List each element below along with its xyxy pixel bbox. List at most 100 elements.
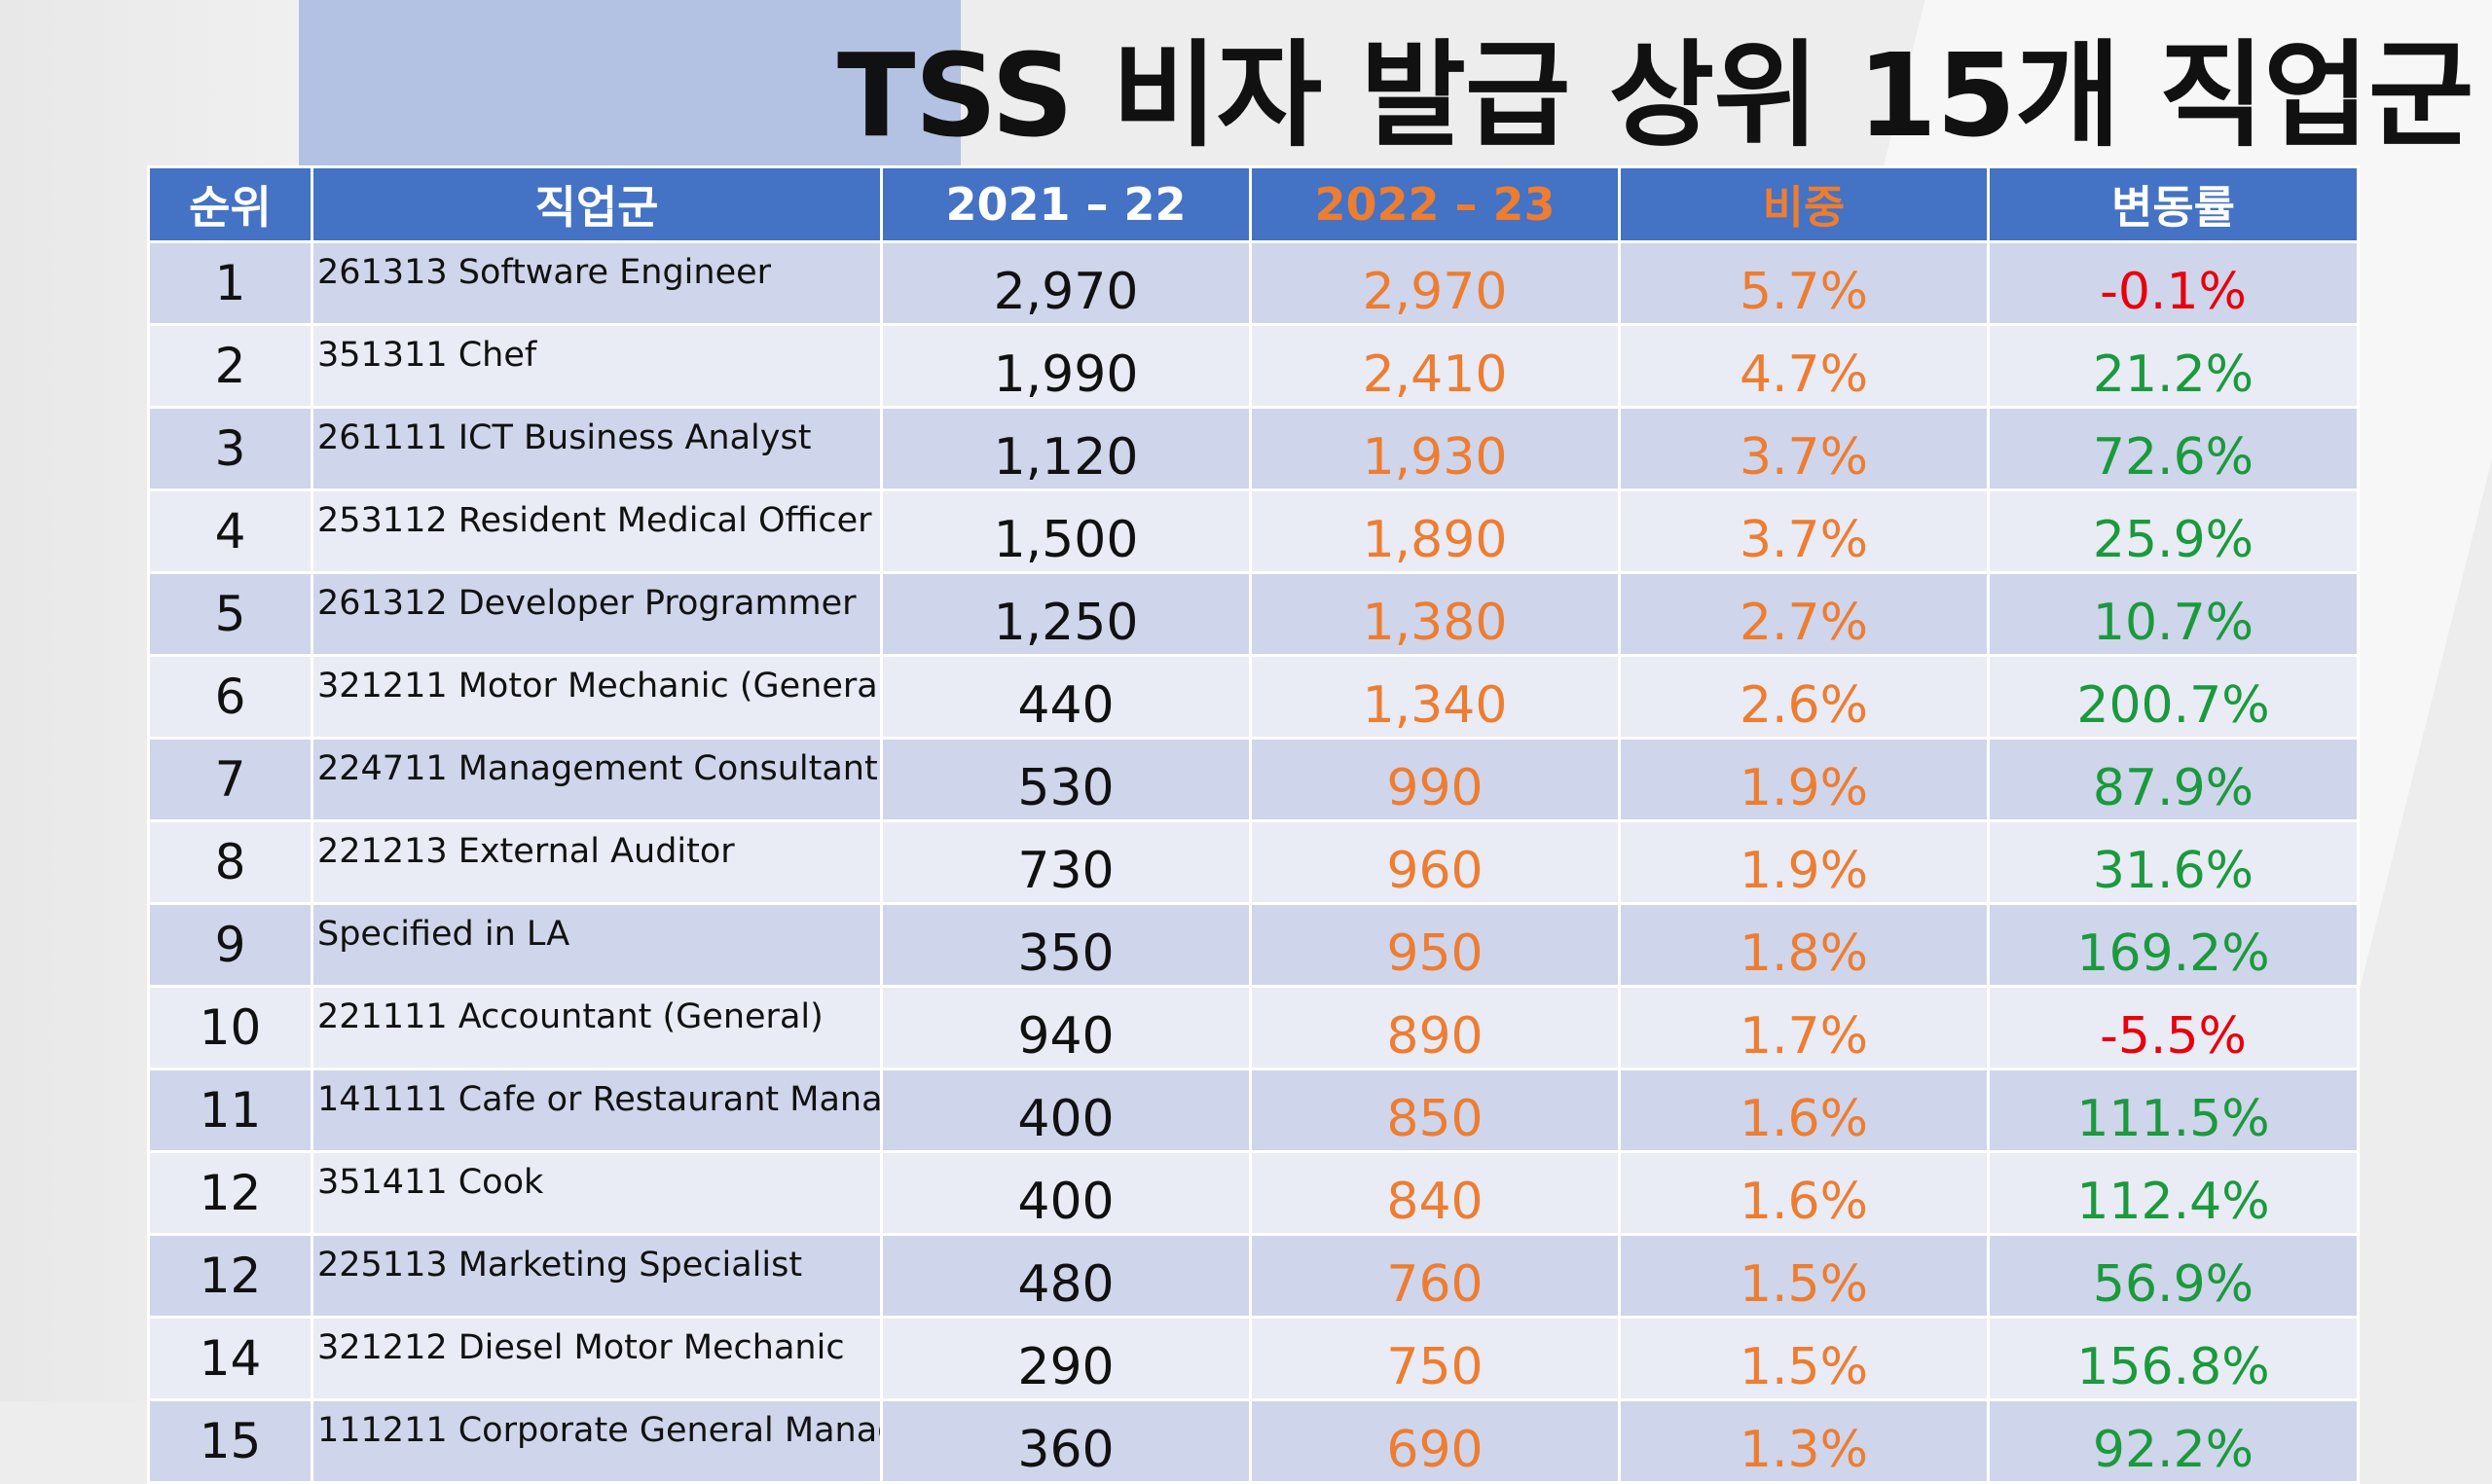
- rank-cell: 4: [147, 489, 313, 574]
- share-cell: 1.9%: [1618, 819, 1990, 905]
- table-row: 9 Specified in LA 350 950 1.8% 169.2%: [147, 902, 2360, 988]
- value-2022-23-cell: 1,930: [1249, 406, 1621, 491]
- header-occupation: 직업군: [311, 165, 883, 243]
- occupation-cell: 111211 Corporate General Manager: [311, 1398, 883, 1484]
- share-cell: 3.7%: [1618, 489, 1990, 574]
- table-row: 3 261111 ICT Business Analyst 1,120 1,930 3.…: [147, 406, 2360, 491]
- value-2021-22-cell: 400: [880, 1150, 1252, 1236]
- table-body: 1 261313 Software Engineer 2,970 2,970 5.7% -…: [147, 240, 2360, 1484]
- table-row: 2 351311 Chef 1,990 2,410 4.7% 21.2%: [147, 323, 2360, 409]
- share-cell: 1.9%: [1618, 737, 1990, 822]
- table-row: 1 261313 Software Engineer 2,970 2,970 5.7% -…: [147, 240, 2360, 326]
- occupation-cell: 141111 Cafe or Restaurant Manager: [311, 1068, 883, 1153]
- value-2021-22-cell: 350: [880, 902, 1252, 988]
- rank-cell: 8: [147, 819, 313, 905]
- change-rate-cell: 112.4%: [1987, 1150, 2360, 1236]
- change-rate-cell: -5.5%: [1987, 985, 2360, 1070]
- table-header-row: 순위 직업군 2021 – 22 2022 – 23 비중 변동률: [147, 165, 2360, 243]
- rank-cell: 7: [147, 737, 313, 822]
- share-cell: 1.5%: [1618, 1233, 1990, 1319]
- occupation-cell: 321212 Diesel Motor Mechanic: [311, 1316, 883, 1401]
- table-row: 7 224711 Management Consultant 530 990 1.9% 8…: [147, 737, 2360, 822]
- value-2022-23-cell: 1,380: [1249, 571, 1621, 657]
- value-2021-22-cell: 440: [880, 654, 1252, 740]
- value-2021-22-cell: 290: [880, 1316, 1252, 1401]
- table-row: 15 111211 Corporate General Manager 360 690…: [147, 1398, 2360, 1484]
- value-2022-23-cell: 2,970: [1249, 240, 1621, 326]
- table-row: 4 253112 Resident Medical Officer 1,500 1,8…: [147, 489, 2360, 574]
- change-rate-cell: 111.5%: [1987, 1068, 2360, 1153]
- value-2021-22-cell: 1,990: [880, 323, 1252, 409]
- share-cell: 3.7%: [1618, 406, 1990, 491]
- rank-cell: 1: [147, 240, 313, 326]
- change-rate-cell: 92.2%: [1987, 1398, 2360, 1484]
- share-cell: 2.6%: [1618, 654, 1990, 740]
- accent-block-top: [299, 0, 961, 167]
- rank-cell: 2: [147, 323, 313, 409]
- occupation-cell: 351311 Chef: [311, 323, 883, 409]
- occupation-cell: 351411 Cook: [311, 1150, 883, 1236]
- header-2022-23: 2022 – 23: [1249, 165, 1621, 243]
- change-rate-cell: 56.9%: [1987, 1233, 2360, 1319]
- occupation-cell: 221111 Accountant (General): [311, 985, 883, 1070]
- value-2022-23-cell: 950: [1249, 902, 1621, 988]
- share-cell: 1.8%: [1618, 902, 1990, 988]
- change-rate-cell: 156.8%: [1987, 1316, 2360, 1401]
- share-cell: 1.6%: [1618, 1068, 1990, 1153]
- value-2021-22-cell: 400: [880, 1068, 1252, 1153]
- rank-cell: 14: [147, 1316, 313, 1401]
- value-2022-23-cell: 890: [1249, 985, 1621, 1070]
- share-cell: 1.7%: [1618, 985, 1990, 1070]
- value-2022-23-cell: 850: [1249, 1068, 1621, 1153]
- occupation-cell: 221213 External Auditor: [311, 819, 883, 905]
- change-rate-cell: 169.2%: [1987, 902, 2360, 988]
- value-2021-22-cell: 1,250: [880, 571, 1252, 657]
- occupation-table: 순위 직업군 2021 – 22 2022 – 23 비중 변동률 1 26131…: [147, 165, 2360, 1484]
- header-change: 변동률: [1987, 165, 2360, 243]
- rank-cell: 11: [147, 1068, 313, 1153]
- table-row: 11 141111 Cafe or Restaurant Manager 400 85…: [147, 1068, 2360, 1153]
- table-row: 12 225113 Marketing Specialist 480 760 1.5% 5…: [147, 1233, 2360, 1319]
- occupation-cell: 225113 Marketing Specialist: [311, 1233, 883, 1319]
- occupation-cell: 261111 ICT Business Analyst: [311, 406, 883, 491]
- value-2021-22-cell: 940: [880, 985, 1252, 1070]
- value-2021-22-cell: 530: [880, 737, 1252, 822]
- value-2022-23-cell: 1,340: [1249, 654, 1621, 740]
- share-cell: 1.3%: [1618, 1398, 1990, 1484]
- change-rate-cell: 21.2%: [1987, 323, 2360, 409]
- table-row: 8 221213 External Auditor 730 960 1.9% 31.6%: [147, 819, 2360, 905]
- value-2021-22-cell: 1,500: [880, 489, 1252, 574]
- change-rate-cell: -0.1%: [1987, 240, 2360, 326]
- value-2022-23-cell: 690: [1249, 1398, 1621, 1484]
- header-share: 비중: [1618, 165, 1990, 243]
- value-2021-22-cell: 1,120: [880, 406, 1252, 491]
- rank-cell: 5: [147, 571, 313, 657]
- rank-cell: 10: [147, 985, 313, 1070]
- rank-cell: 3: [147, 406, 313, 491]
- table-row: 14 321212 Diesel Motor Mechanic 290 750 1.5%…: [147, 1316, 2360, 1401]
- occupation-cell: 224711 Management Consultant: [311, 737, 883, 822]
- value-2022-23-cell: 2,410: [1249, 323, 1621, 409]
- share-cell: 4.7%: [1618, 323, 1990, 409]
- occupation-cell: Specified in LA: [311, 902, 883, 988]
- occupation-cell: 321211 Motor Mechanic (General): [311, 654, 883, 740]
- share-cell: 2.7%: [1618, 571, 1990, 657]
- rank-cell: 12: [147, 1233, 313, 1319]
- value-2022-23-cell: 1,890: [1249, 489, 1621, 574]
- share-cell: 1.5%: [1618, 1316, 1990, 1401]
- value-2022-23-cell: 750: [1249, 1316, 1621, 1401]
- occupation-cell: 261312 Developer Programmer: [311, 571, 883, 657]
- table-row: 12 351411 Cook 400 840 1.6% 112.4%: [147, 1150, 2360, 1236]
- value-2021-22-cell: 730: [880, 819, 1252, 905]
- value-2021-22-cell: 480: [880, 1233, 1252, 1319]
- rank-cell: 12: [147, 1150, 313, 1236]
- value-2022-23-cell: 760: [1249, 1233, 1621, 1319]
- value-2021-22-cell: 360: [880, 1398, 1252, 1484]
- change-rate-cell: 200.7%: [1987, 654, 2360, 740]
- rank-cell: 15: [147, 1398, 313, 1484]
- table-row: 10 221111 Accountant (General) 940 890 1.7% -…: [147, 985, 2360, 1070]
- header-rank: 순위: [147, 165, 313, 243]
- value-2022-23-cell: 840: [1249, 1150, 1621, 1236]
- change-rate-cell: 25.9%: [1987, 489, 2360, 574]
- page-title: TSS 비자 발급 상위 15개 직업군: [837, 28, 2474, 163]
